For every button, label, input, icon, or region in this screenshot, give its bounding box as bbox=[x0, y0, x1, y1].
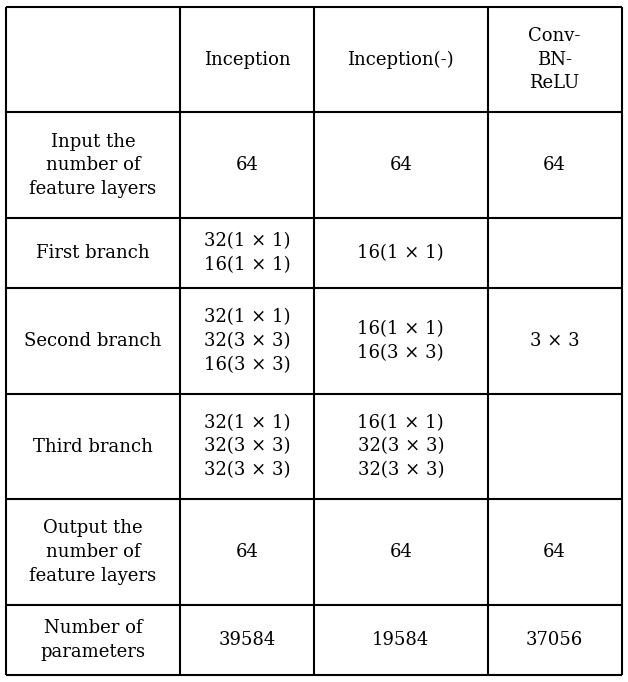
Text: Input the
number of
feature layers: Input the number of feature layers bbox=[30, 132, 156, 198]
Text: 3 × 3: 3 × 3 bbox=[530, 332, 580, 350]
Text: 64: 64 bbox=[389, 543, 412, 561]
Text: 37056: 37056 bbox=[526, 631, 583, 649]
Text: 16(1 × 1): 16(1 × 1) bbox=[357, 244, 444, 262]
Text: 64: 64 bbox=[543, 543, 566, 561]
Text: 32(1 × 1)
16(1 × 1): 32(1 × 1) 16(1 × 1) bbox=[203, 233, 290, 274]
Text: 32(1 × 1)
32(3 × 3)
32(3 × 3): 32(1 × 1) 32(3 × 3) 32(3 × 3) bbox=[203, 414, 290, 479]
Text: First branch: First branch bbox=[36, 244, 150, 262]
Text: Number of
parameters: Number of parameters bbox=[41, 619, 146, 661]
Text: Second branch: Second branch bbox=[24, 332, 162, 350]
Text: Inception(-): Inception(-) bbox=[347, 50, 454, 69]
Text: Conv-
BN-
ReLU: Conv- BN- ReLU bbox=[528, 27, 581, 92]
Text: 39584: 39584 bbox=[219, 631, 276, 649]
Text: 64: 64 bbox=[236, 156, 258, 174]
Text: 64: 64 bbox=[543, 156, 566, 174]
Text: 16(1 × 1)
16(3 × 3): 16(1 × 1) 16(3 × 3) bbox=[357, 321, 444, 361]
Text: 32(1 × 1)
32(3 × 3)
16(3 × 3): 32(1 × 1) 32(3 × 3) 16(3 × 3) bbox=[203, 308, 290, 374]
Text: Output the
number of
feature layers: Output the number of feature layers bbox=[30, 520, 156, 584]
Text: 19584: 19584 bbox=[372, 631, 430, 649]
Text: 16(1 × 1)
32(3 × 3)
32(3 × 3): 16(1 × 1) 32(3 × 3) 32(3 × 3) bbox=[357, 414, 444, 479]
Text: 64: 64 bbox=[389, 156, 412, 174]
Text: Inception: Inception bbox=[203, 50, 290, 69]
Text: Third branch: Third branch bbox=[33, 438, 153, 456]
Text: 64: 64 bbox=[236, 543, 258, 561]
